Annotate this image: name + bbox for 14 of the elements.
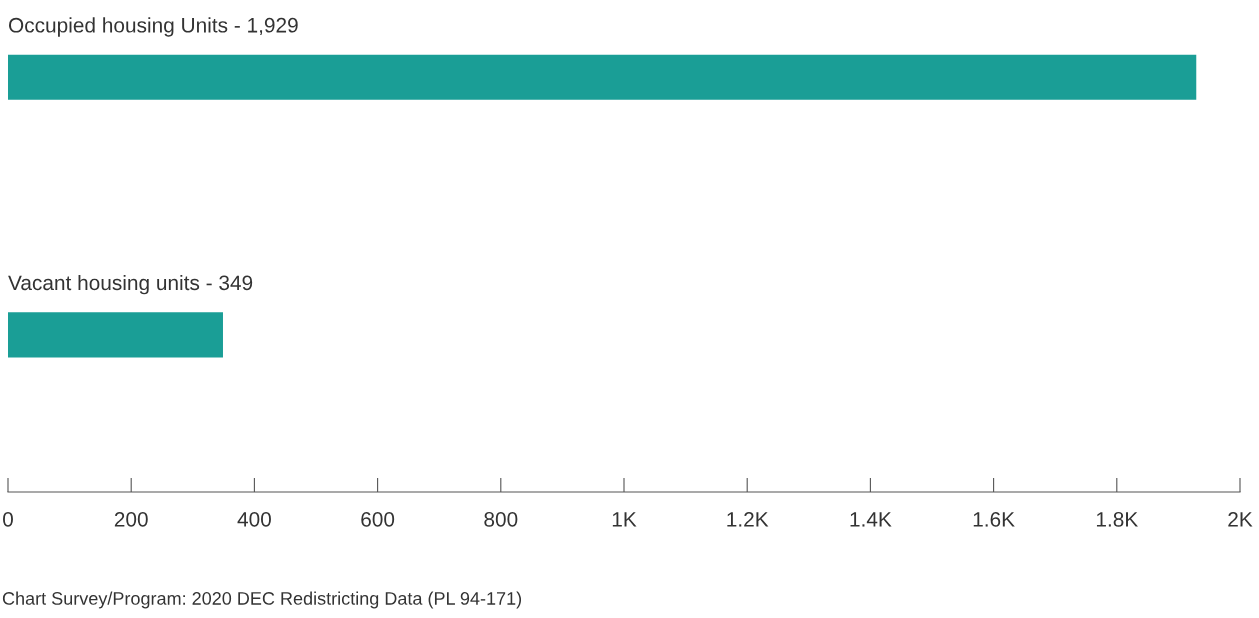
x-tick-label: 600: [361, 511, 395, 527]
y-tick-label: Occupied housing Units - 1,929: [8, 17, 298, 37]
x-tick-label: 200: [114, 511, 148, 527]
x-tick-label: 2K: [1228, 511, 1253, 527]
text: Chart Survey/Program: 2020 DEC Redistricting Data (PL 94-171): [2, 591, 522, 609]
x-tick-label: 1K: [612, 512, 637, 527]
x-tick-label: 0: [3, 511, 13, 527]
x-tick-label: 800: [484, 511, 518, 527]
y-tick-label: Vacant housing units - 349: [8, 274, 253, 295]
x-tick-label: 1.4K: [850, 512, 892, 527]
x-tick-label: 1.6K: [973, 511, 1015, 527]
x-tick-label: 400: [237, 511, 271, 527]
x-tick-label: 1.2K: [727, 511, 769, 527]
x-tick-label: 1.8K: [1096, 511, 1138, 527]
